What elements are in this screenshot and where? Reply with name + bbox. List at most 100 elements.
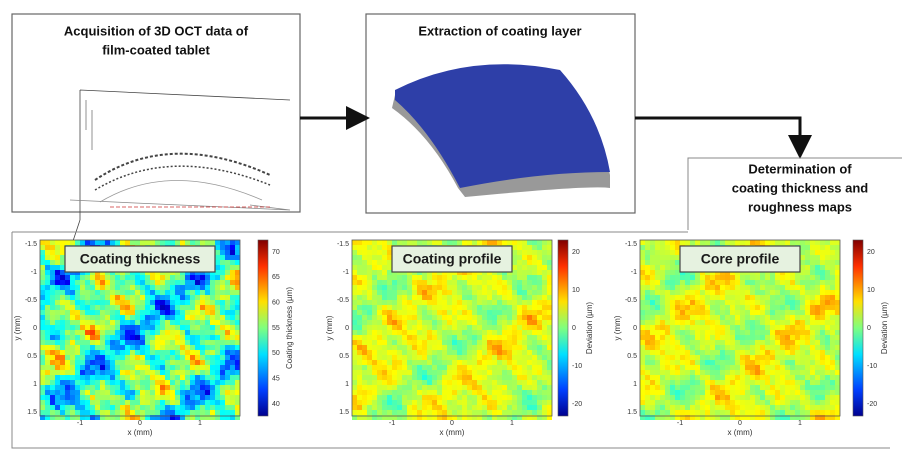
heatmap-cell <box>135 395 140 400</box>
heatmap-cell <box>785 365 790 370</box>
heatmap-cell <box>457 325 462 330</box>
heatmap-cell <box>517 275 522 280</box>
heatmap-cell <box>685 340 690 345</box>
heatmap-cell <box>825 380 830 385</box>
heatmap-cell <box>755 280 760 285</box>
heatmap-cell <box>527 295 532 300</box>
heatmap-cell <box>462 290 467 295</box>
heatmap-cell <box>675 325 680 330</box>
heatmap-cell <box>387 270 392 275</box>
heatmap-cell <box>830 260 835 265</box>
heatmap-cell <box>517 365 522 370</box>
heatmap-cell <box>65 335 70 340</box>
heatmap-cell <box>85 285 90 290</box>
heatmap-cell <box>190 400 195 405</box>
heatmap-cell <box>402 395 407 400</box>
heatmap-cell <box>532 395 537 400</box>
heatmap-cell <box>190 310 195 315</box>
heatmap-cell <box>362 370 367 375</box>
heatmap-cell <box>65 240 70 245</box>
heatmap-cell <box>80 240 85 245</box>
heatmap-cell <box>720 355 725 360</box>
heatmap-cell <box>660 395 665 400</box>
heatmap-cell <box>357 320 362 325</box>
heatmap-cell <box>680 350 685 355</box>
heatmap-cell <box>665 320 670 325</box>
heatmap-cell <box>675 345 680 350</box>
heatmap-cell <box>780 310 785 315</box>
heatmap-cell <box>397 330 402 335</box>
heatmap-cell <box>725 365 730 370</box>
heatmap-cell <box>382 310 387 315</box>
heatmap-cell <box>235 345 240 350</box>
heatmap-cell <box>175 290 180 295</box>
heatmap-cell <box>100 380 105 385</box>
heatmap-cell <box>720 325 725 330</box>
heatmap-cell <box>447 340 452 345</box>
heatmap-cell <box>640 310 645 315</box>
heatmap-cell <box>815 390 820 395</box>
heatmap-cell <box>357 250 362 255</box>
heatmap-cell <box>100 400 105 405</box>
heatmap-cell <box>110 320 115 325</box>
heatmap-cell <box>402 370 407 375</box>
heatmap-cell <box>80 335 85 340</box>
heatmap-cell <box>715 400 720 405</box>
colorbar-tick-label: -20 <box>867 401 877 408</box>
heatmap-cell <box>640 265 645 270</box>
heatmap-cell <box>412 320 417 325</box>
heatmap-cell <box>482 300 487 305</box>
heatmap-cell <box>205 370 210 375</box>
heatmap-cell <box>180 315 185 320</box>
heatmap-cell <box>135 335 140 340</box>
heatmap-cell <box>55 310 60 315</box>
heatmap-cell <box>825 395 830 400</box>
heatmap-cell <box>65 280 70 285</box>
heatmap-cell <box>422 290 427 295</box>
heatmap-cell <box>770 290 775 295</box>
heatmap-cell <box>750 380 755 385</box>
heatmap-cell <box>502 310 507 315</box>
heatmap-cell <box>40 310 45 315</box>
heatmap-cell <box>825 350 830 355</box>
heatmap-cell <box>397 355 402 360</box>
heatmap-cell <box>725 385 730 390</box>
heatmap-cell <box>820 245 825 250</box>
heatmap-cell <box>190 285 195 290</box>
heatmap-cell <box>497 275 502 280</box>
heatmap-cell <box>225 245 230 250</box>
heatmap-cell <box>795 280 800 285</box>
heatmap-cell <box>790 345 795 350</box>
heatmap-cell <box>432 385 437 390</box>
heatmap-cell <box>357 335 362 340</box>
heatmap-cell <box>417 240 422 245</box>
heatmap-cell <box>755 375 760 380</box>
heatmap-cell <box>50 285 55 290</box>
heatmap-cell <box>482 310 487 315</box>
heatmap-cell <box>745 405 750 410</box>
heatmap-cell <box>392 295 397 300</box>
heatmap-cell <box>377 280 382 285</box>
heatmap-cell <box>402 240 407 245</box>
heatmap-cell <box>80 325 85 330</box>
heatmap-cell <box>417 280 422 285</box>
heatmap-cell <box>135 315 140 320</box>
heatmap-cell <box>362 280 367 285</box>
heatmap-cell <box>477 365 482 370</box>
heatmap-cell <box>755 365 760 370</box>
heatmap-cell <box>145 400 150 405</box>
heatmap-cell <box>40 390 45 395</box>
heatmap-cell <box>650 385 655 390</box>
colorbar-tick-label: 20 <box>572 249 580 256</box>
heatmap-cell <box>412 300 417 305</box>
heatmap-cell <box>75 345 80 350</box>
heatmap-cell <box>85 365 90 370</box>
heatmap-cell <box>745 335 750 340</box>
heatmap-cell <box>655 405 660 410</box>
heatmap-cell <box>805 245 810 250</box>
heatmap-cell <box>725 355 730 360</box>
heatmap-cell <box>140 345 145 350</box>
heatmap-cell <box>90 315 95 320</box>
heatmap-cell <box>830 360 835 365</box>
heatmap-cell <box>467 360 472 365</box>
